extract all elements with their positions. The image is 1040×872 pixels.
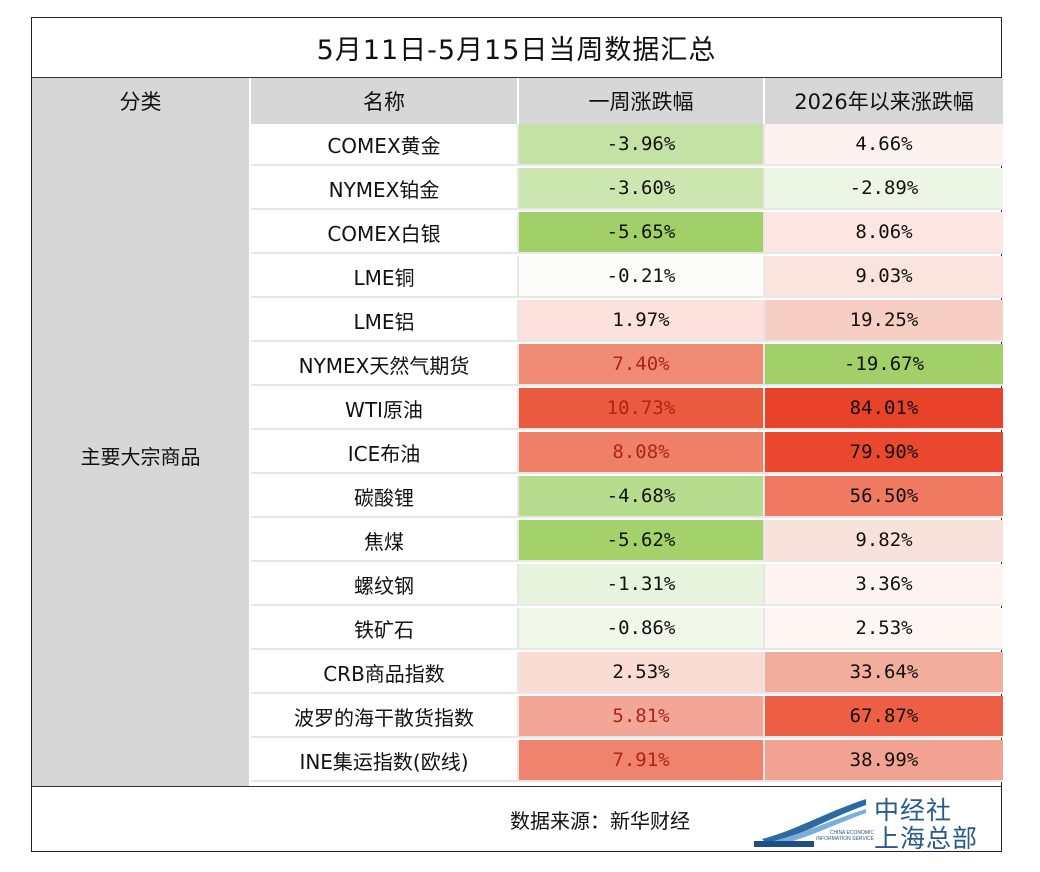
commodity-name: ICE布油 [251, 432, 519, 474]
commodity-name: WTI原油 [251, 388, 519, 430]
swoosh-logo-icon [754, 799, 866, 847]
week-change-value: -1.31% [519, 564, 765, 606]
footer: 数据来源：新华财经 CHINA ECONOMIC INFORMATION SER… [32, 786, 1001, 853]
table-row: 碳酸锂 -4.68% 56.50% [251, 476, 1003, 520]
table-row: NYMEX天然气期货 7.40% -19.67% [251, 344, 1003, 388]
table-row: COMEX白银 -5.65% 8.06% [251, 212, 1003, 256]
ytd-change-value: -2.89% [765, 168, 1003, 210]
header-week-change: 一周涨跌幅 [519, 78, 765, 124]
week-change-value: 7.91% [519, 740, 765, 782]
table-row: 波罗的海干散货指数 5.81% 67.87% [251, 696, 1003, 740]
ytd-change-value: 67.87% [765, 696, 1003, 738]
summary-table: 5月11日-5月15日当周数据汇总 分类 名称 一周涨跌幅 2026年以来涨跌幅… [31, 17, 1003, 853]
logo-english-text: CHINA ECONOMIC INFORMATION SERVICE [816, 830, 874, 842]
commodity-name: COMEX黄金 [251, 124, 519, 166]
ytd-change-value: 56.50% [765, 476, 1003, 518]
data-source: 数据来源：新华财经 [510, 809, 690, 833]
week-change-value: -3.60% [519, 168, 765, 210]
logo-text-line2: 上海总部 [874, 824, 979, 853]
ytd-change-value: 33.64% [765, 652, 1003, 694]
ytd-change-value: 79.90% [765, 432, 1003, 474]
ytd-change-value: 9.03% [765, 256, 1003, 298]
commodity-name: LME铝 [251, 300, 519, 342]
week-change-value: 8.08% [519, 432, 765, 474]
commodity-name: LME铜 [251, 256, 519, 298]
table-row: LME铝 1.97% 19.25% [251, 300, 1003, 344]
commodity-name: CRB商品指数 [251, 652, 519, 694]
table-row: NYMEX铂金 -3.60% -2.89% [251, 168, 1003, 212]
week-change-value: 10.73% [519, 388, 765, 430]
ytd-change-value: 4.66% [765, 124, 1003, 166]
table-row: 焦煤 -5.62% 9.82% [251, 520, 1003, 564]
commodity-name: 波罗的海干散货指数 [251, 696, 519, 738]
week-change-value: -0.86% [519, 608, 765, 650]
header-category: 分类 [32, 78, 251, 124]
commodity-name: COMEX白银 [251, 212, 519, 254]
week-change-value: 2.53% [519, 652, 765, 694]
table-row: CRB商品指数 2.53% 33.64% [251, 652, 1003, 696]
ytd-change-value: -19.67% [765, 344, 1003, 386]
commodity-name: NYMEX天然气期货 [251, 344, 519, 386]
table-row: INE集运指数(欧线) 7.91% 38.99% [251, 740, 1003, 784]
table-title: 5月11日-5月15日当周数据汇总 [32, 18, 1001, 78]
commodity-name: 螺纹钢 [251, 564, 519, 606]
header-ytd-change: 2026年以来涨跌幅 [765, 78, 1003, 124]
week-change-value: -4.68% [519, 476, 765, 518]
category-cell: 主要大宗商品 [32, 124, 251, 786]
week-change-value: -0.21% [519, 256, 765, 298]
logo: CHINA ECONOMIC INFORMATION SERVICE 中经社 上… [754, 791, 994, 853]
table-row: 铁矿石 -0.86% 2.53% [251, 608, 1003, 652]
week-change-value: 7.40% [519, 344, 765, 386]
table-row: 螺纹钢 -1.31% 3.36% [251, 564, 1003, 608]
commodity-name: 碳酸锂 [251, 476, 519, 518]
table-row: LME铜 -0.21% 9.03% [251, 256, 1003, 300]
header-name: 名称 [251, 78, 519, 124]
week-change-value: -5.62% [519, 520, 765, 562]
commodity-name: INE集运指数(欧线) [251, 740, 519, 782]
ytd-change-value: 19.25% [765, 300, 1003, 342]
week-change-value: -3.96% [519, 124, 765, 166]
commodity-name: 铁矿石 [251, 608, 519, 650]
week-change-value: 5.81% [519, 696, 765, 738]
table-row: WTI原油 10.73% 84.01% [251, 388, 1003, 432]
table-row: ICE布油 8.08% 79.90% [251, 432, 1003, 476]
ytd-change-value: 8.06% [765, 212, 1003, 254]
ytd-change-value: 3.36% [765, 564, 1003, 606]
logo-text-line1: 中经社 [874, 796, 953, 825]
ytd-change-value: 84.01% [765, 388, 1003, 430]
week-change-value: 1.97% [519, 300, 765, 342]
ytd-change-value: 38.99% [765, 740, 1003, 782]
ytd-change-value: 2.53% [765, 608, 1003, 650]
table-row: COMEX黄金 -3.96% 4.66% [251, 124, 1003, 168]
week-change-value: -5.65% [519, 212, 765, 254]
commodity-name: NYMEX铂金 [251, 168, 519, 210]
commodity-name: 焦煤 [251, 520, 519, 562]
ytd-change-value: 9.82% [765, 520, 1003, 562]
